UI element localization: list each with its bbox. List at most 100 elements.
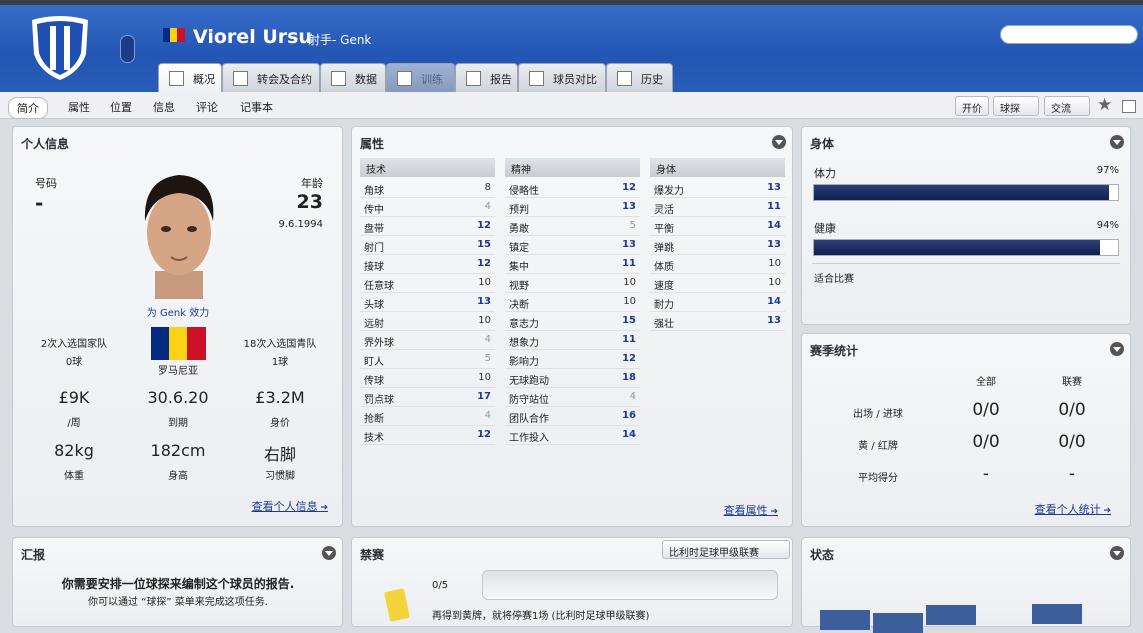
panel-menu[interactable]: [1110, 342, 1124, 356]
attribute-value: 13: [767, 182, 781, 193]
separator: [812, 263, 1120, 264]
yellow-card: [384, 588, 410, 622]
action-button[interactable]: 开价: [955, 96, 989, 116]
panel-title: 禁赛: [360, 548, 385, 562]
tab[interactable]: 数据: [320, 63, 386, 92]
subnav-item[interactable]: 位置: [110, 101, 132, 114]
subnav-item[interactable]: 简介: [8, 97, 48, 119]
attribute-name: 平衡: [654, 224, 674, 235]
attribute-value: 13: [767, 239, 781, 250]
column-header: 全部: [976, 377, 996, 388]
attribute-value: 5: [629, 220, 636, 231]
stat-value: 182cm: [150, 441, 206, 460]
attribute-row: [505, 217, 640, 236]
attribute-name: 传中: [364, 205, 384, 216]
player-name: Viorel Ursu: [193, 26, 312, 48]
tab[interactable]: 转会及合约: [222, 63, 320, 92]
attribute-value: 15: [477, 239, 491, 250]
attribute-name: 传球: [364, 376, 384, 387]
attribute-row: [650, 274, 785, 293]
nation-flag-small: [163, 28, 185, 42]
tab[interactable]: 历史: [606, 63, 673, 92]
attribute-name: 盘带: [364, 224, 384, 235]
attribute-row: [360, 350, 495, 369]
attributes-link[interactable]: 查看属性: [724, 502, 778, 518]
yellow-progress: [482, 570, 778, 600]
subnav-item[interactable]: 记事本: [240, 101, 273, 114]
tab[interactable]: 概况: [158, 63, 222, 92]
attribute-name: 耐力: [654, 300, 674, 311]
status-block: [926, 605, 976, 625]
attribute-row: [505, 407, 640, 426]
attribute-value: 10: [623, 296, 636, 307]
action-button[interactable]: 球探: [993, 96, 1039, 116]
subnav-item[interactable]: 属性: [68, 101, 90, 114]
suspension-text: 再得到黄牌，就将停赛1场 (比利时足球甲级联赛): [432, 611, 650, 622]
notes-icon[interactable]: [1122, 100, 1136, 113]
youth-caps-label: 18次入选国青队: [243, 339, 317, 350]
tab[interactable]: 报告: [455, 63, 518, 92]
bar-label: 健康: [814, 222, 836, 235]
attribute-name: 接球: [364, 262, 384, 273]
attribute-value: 14: [622, 429, 636, 440]
stat-label: 体重: [64, 471, 84, 482]
status-panel: 状态: [801, 537, 1131, 633]
season-link[interactable]: 查看个人统计: [1035, 501, 1111, 517]
league-dropdown[interactable]: 比利时足球甲级联赛: [662, 540, 790, 559]
stat-value: 右脚: [263, 445, 297, 464]
attribute-row: [360, 198, 495, 217]
attribute-row: [360, 255, 495, 274]
row-value: -: [982, 464, 990, 484]
attribute-row: [650, 255, 785, 274]
tab[interactable]: 训练: [386, 63, 455, 92]
attribute-name: 爆发力: [654, 186, 684, 197]
search-box[interactable]: [1000, 25, 1138, 44]
attribute-value: 15: [622, 315, 636, 326]
dob: 9.6.1994: [278, 219, 323, 230]
attribute-name: 速度: [654, 281, 674, 292]
attribute-row: [505, 426, 640, 445]
panel-menu[interactable]: [772, 135, 786, 149]
subnav-item[interactable]: 信息: [153, 101, 175, 114]
attribute-row: [505, 274, 640, 293]
attribute-name: 想象力: [509, 338, 539, 349]
personal-link[interactable]: 查看个人信息: [252, 498, 328, 514]
attribute-name: 强壮: [654, 319, 674, 330]
attribute-value: 14: [767, 220, 781, 231]
attribute-name: 意志力: [509, 319, 539, 330]
subnav-item[interactable]: 评论: [196, 101, 218, 114]
tab[interactable]: 球员对比: [518, 63, 606, 92]
fitness-note: 适合比赛: [814, 274, 854, 285]
report-text: 你需要安排一位球探来编制这个球员的报告.: [61, 577, 295, 591]
attribute-row: [505, 388, 640, 407]
stat-value: 30.6.20: [147, 388, 209, 407]
stat-label: /周: [67, 418, 81, 429]
attribute-value: 16: [622, 410, 636, 421]
attribute-name: 镇定: [509, 243, 529, 254]
action-button[interactable]: 交流: [1044, 96, 1090, 116]
attribute-value: 10: [623, 277, 636, 288]
attribute-value: 17: [477, 391, 491, 402]
player-switch[interactable]: [120, 35, 135, 63]
attribute-value: 10: [478, 277, 491, 288]
attribute-row: [360, 388, 495, 407]
attribute-row: [650, 217, 785, 236]
attribute-name: 技术: [364, 433, 384, 444]
status-block: [873, 613, 923, 633]
attribute-value: 11: [622, 258, 636, 269]
age: 23: [296, 191, 323, 213]
stat-label: 到期: [168, 418, 188, 429]
panel-menu[interactable]: [322, 546, 336, 560]
attribute-name: 角球: [364, 186, 384, 197]
panel-menu[interactable]: [1110, 546, 1124, 560]
attribute-value: 10: [478, 372, 491, 383]
club-badge: [32, 16, 88, 80]
favourite-star[interactable]: ★: [1097, 95, 1113, 115]
attribute-row: [360, 331, 495, 350]
panel-title: 身体: [810, 137, 835, 151]
attribute-group-header: 精神: [505, 158, 640, 177]
panel-menu[interactable]: [1110, 135, 1124, 149]
panel-title: 状态: [810, 548, 835, 562]
attribute-name: 决断: [509, 300, 529, 311]
column-header: 联赛: [1062, 377, 1082, 388]
